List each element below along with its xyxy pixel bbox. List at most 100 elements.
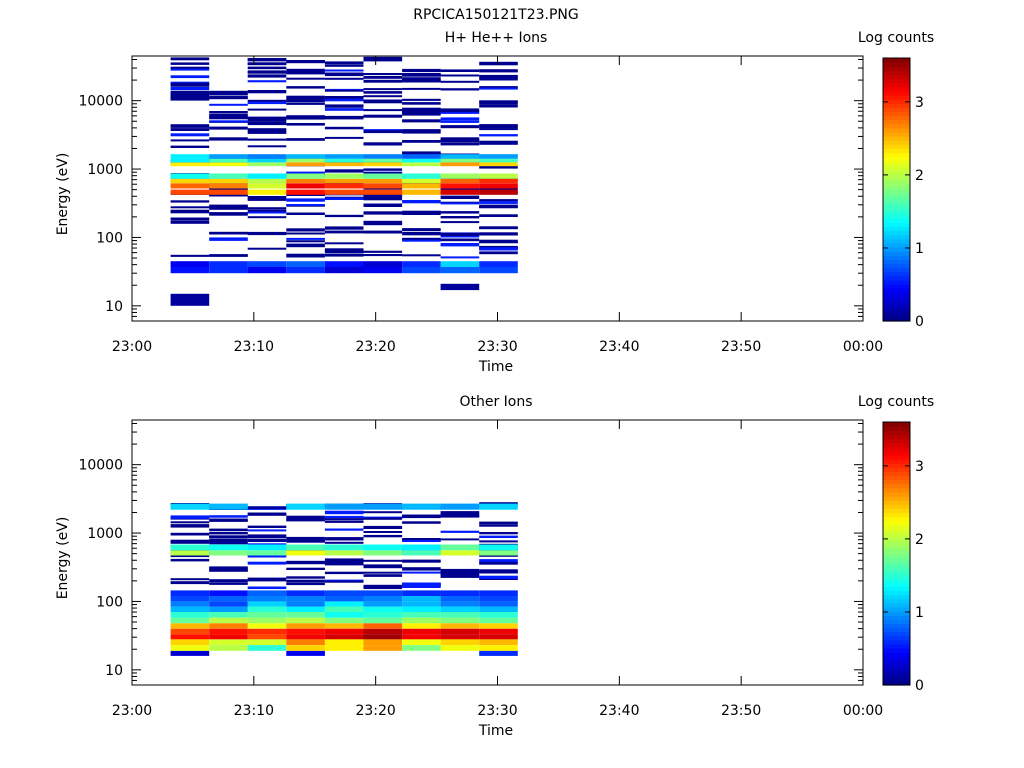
heatmap-cell: [402, 109, 441, 112]
heatmap-cell: [440, 125, 480, 129]
heatmap-cell: [479, 199, 518, 202]
heatmap-cell: [479, 61, 518, 66]
heatmap-cell: [324, 537, 364, 541]
heatmap-cell: [170, 62, 210, 65]
colorbar-segment: [883, 152, 910, 158]
heatmap-cell: [324, 169, 364, 173]
heatmap-cell: [363, 544, 403, 551]
colorbar-segment: [883, 58, 910, 63]
heatmap-cell: [247, 261, 287, 267]
heatmap-cell: [363, 75, 403, 79]
colorbar-segment: [883, 438, 910, 444]
heatmap-cell: [324, 248, 364, 252]
heatmap-cell: [209, 596, 248, 602]
heatmap-cell: [286, 606, 325, 612]
heatmap-cell: [170, 601, 210, 607]
heatmap-cell: [479, 104, 518, 108]
heatmap-cell: [247, 550, 287, 556]
colorbar-segment: [883, 479, 910, 485]
colorbar-segment: [883, 598, 910, 604]
heatmap-cell: [209, 103, 248, 106]
heatmap-cell: [247, 617, 287, 624]
heatmap-cell: [170, 628, 210, 635]
heatmap-cell: [286, 212, 325, 215]
heatmap-cell: [440, 601, 480, 607]
heatmap-cell: [440, 234, 480, 238]
colorbar-segment: [883, 103, 910, 108]
y-tick-label: 1000: [87, 526, 123, 542]
colorbar-segment: [883, 483, 910, 489]
heatmap-cell: [324, 226, 364, 230]
colorbar-segment: [883, 210, 910, 215]
heatmap-cell: [209, 569, 248, 572]
heatmap-cell: [247, 634, 287, 640]
colorbar-segment: [883, 565, 910, 571]
colorbar-segment: [883, 528, 910, 534]
heatmap-cell: [402, 102, 441, 105]
heatmap-cell: [209, 606, 248, 612]
heatmap-cell: [209, 204, 248, 208]
heatmap-cell: [402, 112, 441, 116]
colorbar-segment: [883, 586, 910, 592]
colorbar-segment: [883, 99, 910, 104]
colorbar-segment: [883, 263, 910, 269]
heatmap-cell: [402, 623, 441, 629]
heatmap-cell: [402, 140, 441, 143]
heatmap-cell: [440, 111, 480, 114]
colorbar-segment: [883, 672, 910, 678]
heatmap-cell: [402, 189, 441, 195]
heatmap-cell: [402, 173, 441, 179]
heatmap-cell: [363, 254, 403, 257]
heatmap-cell: [209, 612, 248, 618]
heatmap-cell: [440, 596, 480, 602]
heatmap-cell: [324, 541, 364, 544]
heatmap-cell: [170, 650, 210, 656]
heatmap-cell: [440, 110, 480, 113]
heatmap-cell: [286, 579, 325, 583]
heatmap-cell: [479, 596, 518, 602]
heatmap-cell: [479, 540, 518, 543]
colorbar-segment: [883, 156, 910, 162]
heatmap-cell: [170, 162, 210, 167]
colorbar-segment: [883, 148, 910, 154]
heatmap-cell: [479, 86, 518, 89]
heatmap-cell: [479, 183, 518, 189]
heatmap-cell: [402, 639, 441, 645]
heatmap-cell: [209, 93, 248, 96]
heatmap-cell: [286, 536, 325, 540]
colorbar-tick-label: 2: [915, 168, 924, 184]
heatmap-cell: [247, 628, 287, 635]
heatmap-cell: [363, 58, 403, 62]
colorbar-segment: [883, 304, 910, 310]
heatmap-cell: [247, 101, 287, 105]
colorbar-segment: [883, 181, 910, 186]
heatmap-cell: [209, 126, 248, 130]
heatmap-cell: [363, 550, 403, 556]
heatmap-cell: [440, 173, 480, 179]
heatmap-cell: [479, 124, 518, 127]
colorbar-segment: [883, 495, 910, 501]
heatmap-cell: [440, 138, 480, 142]
colorbar-tick-label: 0: [915, 314, 924, 330]
colorbar-segment: [883, 296, 910, 302]
heatmap-cell: [324, 628, 364, 635]
heatmap-cell: [247, 138, 287, 141]
heatmap-cell: [479, 559, 518, 563]
heatmap-cell: [440, 570, 480, 573]
colorbar-segment: [883, 508, 910, 514]
heatmap-cell: [286, 267, 325, 274]
heatmap-cell: [170, 254, 210, 257]
heatmap-cell: [440, 503, 480, 510]
heatmap-cell: [402, 544, 441, 551]
heatmap-cell: [286, 171, 325, 174]
heatmap-cell: [209, 567, 248, 572]
heatmap-cell: [440, 221, 480, 224]
colorbar-segment: [883, 639, 910, 645]
heatmap-cell: [247, 173, 287, 179]
heatmap-cell: [402, 200, 441, 204]
heatmap-cell: [247, 108, 287, 111]
colorbar-segment: [883, 660, 910, 666]
heatmap-cell: [479, 247, 518, 251]
heatmap-cell: [363, 531, 403, 533]
heatmap-cell: [170, 612, 210, 618]
